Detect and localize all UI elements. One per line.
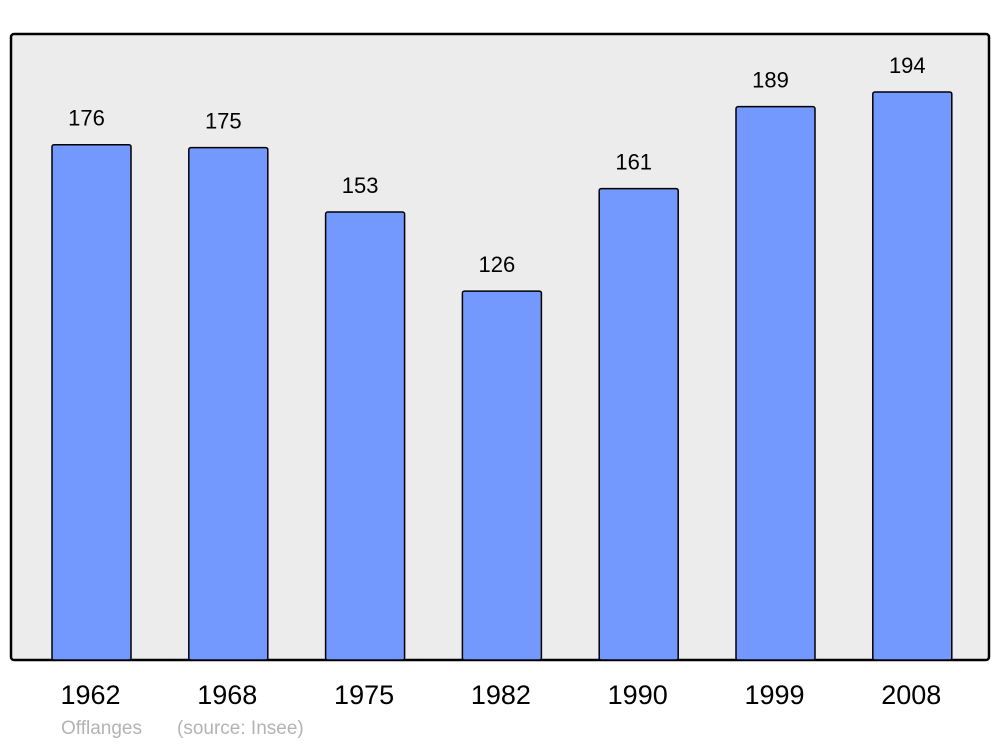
data-label-1982: 126: [479, 252, 516, 277]
data-label-1968: 175: [205, 109, 242, 134]
bar-1990: [598, 187, 679, 661]
commune-name: Offlanges: [61, 718, 142, 739]
x-tick-label-1990: 1990: [608, 680, 668, 710]
data-label-1999: 189: [752, 68, 789, 93]
data-label-1975: 153: [342, 173, 379, 198]
source-note: (source: Insee): [177, 718, 304, 739]
data-label-1962: 176: [68, 106, 105, 131]
x-tick-label-1982: 1982: [471, 680, 531, 710]
data-label-1990: 161: [615, 150, 652, 175]
bar-1962: [51, 143, 132, 661]
x-tick-label-1962: 1962: [60, 680, 120, 710]
bar-1999: [735, 105, 816, 661]
bar-2008: [872, 91, 953, 661]
bar-1975: [324, 211, 406, 661]
x-tick-label-1975: 1975: [334, 680, 394, 710]
x-tick-label-1999: 1999: [744, 680, 804, 710]
x-tick-label-2008: 2008: [881, 680, 941, 710]
bar-1968: [188, 146, 269, 661]
x-tick-label-1968: 1968: [197, 680, 257, 710]
bar-1982: [461, 290, 543, 661]
data-label-2008: 194: [889, 53, 926, 78]
